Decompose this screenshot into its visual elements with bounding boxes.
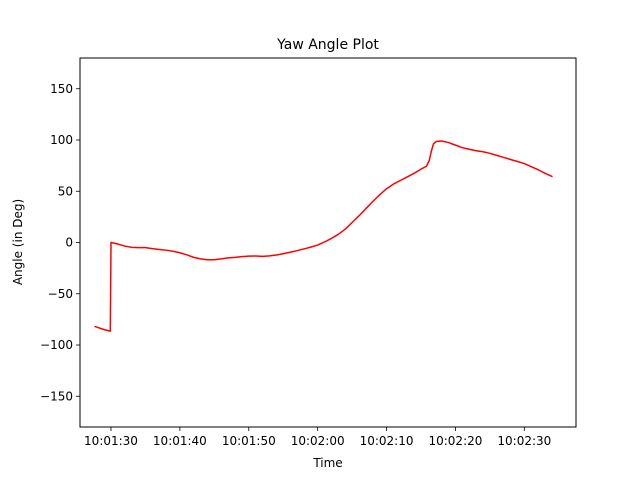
y-tick-label: −150: [40, 389, 73, 403]
x-tick-label: 10:02:00: [291, 434, 345, 448]
y-axis-label: Angle (in Deg): [11, 199, 25, 285]
x-tick-label: 10:02:30: [497, 434, 551, 448]
plot-frame: [79, 57, 577, 428]
y-tick-label: −50: [48, 287, 73, 301]
x-tick-label: 10:01:40: [153, 434, 207, 448]
y-axis: −150 −100 −50 0 50 100 150: [40, 82, 80, 403]
x-tick-label: 10:01:50: [222, 434, 276, 448]
chart-title: Yaw Angle Plot: [276, 37, 379, 53]
y-tick-label: 150: [50, 82, 73, 96]
series-line-0: [94, 140, 553, 332]
x-tick-label: 10:01:30: [84, 434, 138, 448]
y-tick-label: −100: [40, 338, 73, 352]
x-axis: 10:01:30 10:01:40 10:01:50 10:02:00 10:02:10…: [84, 427, 551, 448]
x-tick-label: 10:02:20: [428, 434, 482, 448]
y-tick-label: 50: [58, 184, 73, 198]
x-axis-label: Time: [312, 456, 342, 470]
y-tick-label: 100: [50, 133, 73, 147]
y-tick-label: 0: [65, 236, 73, 250]
x-tick-label: 10:02:10: [360, 434, 414, 448]
plot-area: [94, 140, 553, 332]
